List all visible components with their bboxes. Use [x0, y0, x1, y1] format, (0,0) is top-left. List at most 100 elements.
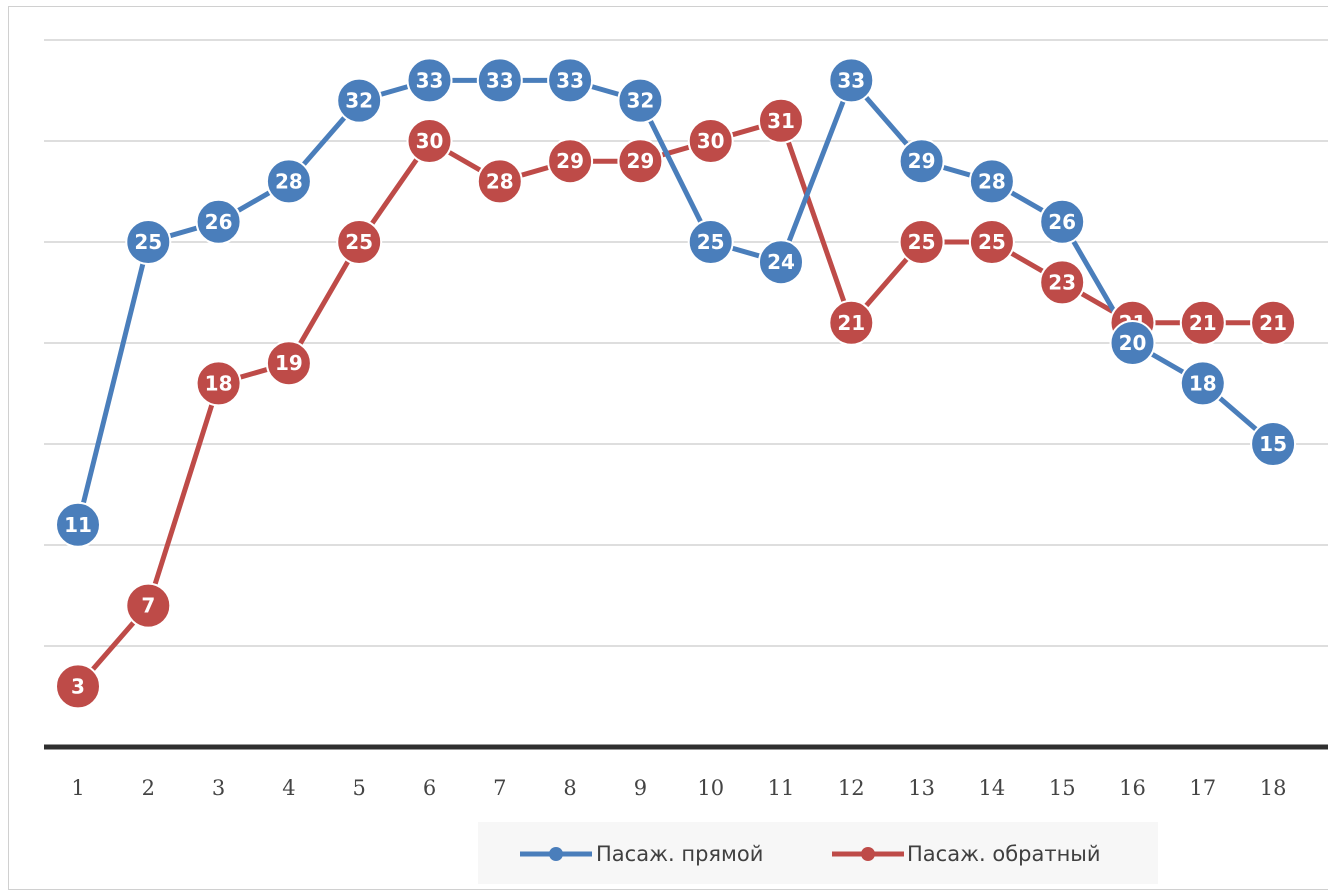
data-marker: [828, 57, 875, 104]
data-point-series-2: 30: [687, 118, 734, 164]
data-marker: [55, 501, 101, 548]
x-axis-ticks: 1 2 3 4 5 6 7 8 9 10 11 12 13 14 15 16 17 18: [71, 776, 1286, 800]
x-tick-label: 1: [71, 776, 84, 800]
data-point-series-2: 21: [828, 299, 875, 346]
data-marker: [617, 77, 664, 124]
data-point-series-1: 33: [828, 57, 875, 104]
x-tick-label: 14: [979, 776, 1006, 800]
data-point-series-1: 25: [125, 219, 172, 265]
data-label: 3: [71, 674, 85, 698]
x-tick-label: 5: [353, 776, 366, 800]
data-point-series-2: 31: [758, 97, 804, 144]
data-point-series-2: 28: [476, 158, 523, 205]
data-point-series-1: 25: [687, 219, 734, 265]
data-marker: [195, 360, 242, 407]
data-point-series-2: 21: [1179, 299, 1226, 346]
legend-label-series-1: Пасаж. прямой: [596, 842, 763, 866]
data-label: 25: [697, 230, 725, 254]
data-label: 25: [908, 230, 936, 254]
data-label: 11: [64, 513, 92, 537]
x-tick-label: 12: [838, 776, 865, 800]
data-marker: [195, 198, 242, 245]
data-marker: [406, 118, 453, 164]
data-marker: [1250, 421, 1297, 467]
data-point-series-2: 7: [125, 582, 172, 629]
legend-item-series-1: Пасаж. прямой: [520, 842, 763, 866]
data-label: 28: [275, 169, 303, 193]
data-label: 33: [556, 68, 584, 92]
data-point-series-1: 15: [1250, 421, 1297, 467]
data-marker: [476, 158, 523, 205]
data-point-series-1: 11: [55, 501, 101, 548]
gridlines: [44, 39, 1328, 647]
data-marker: [758, 239, 804, 286]
data-label: 33: [416, 68, 444, 92]
data-label: 32: [345, 89, 373, 113]
data-marker: [1179, 299, 1226, 346]
data-marker: [968, 219, 1015, 265]
data-label: 28: [978, 169, 1006, 193]
data-label: 21: [1189, 311, 1217, 335]
data-marker: [547, 57, 594, 104]
data-label: 26: [1048, 210, 1076, 234]
data-marker: [125, 219, 172, 265]
data-label: 26: [205, 210, 233, 234]
data-point-series-1: 32: [617, 77, 664, 124]
x-tick-label: 16: [1119, 776, 1146, 800]
data-label: 31: [767, 109, 795, 133]
data-label: 33: [837, 68, 865, 92]
x-tick-label: 11: [768, 776, 795, 800]
data-point-series-1: 28: [265, 158, 312, 205]
legend-item-series-2: Пасаж. обратный: [832, 842, 1101, 866]
data-point-series-1: 26: [1039, 198, 1086, 245]
data-label: 19: [275, 351, 303, 375]
data-marker: [406, 57, 453, 104]
x-tick-label: 7: [493, 776, 506, 800]
series-layer: 3718192530282929303121252523212121112526…: [55, 57, 1297, 710]
legend-marker-series-1: [549, 847, 563, 861]
data-point-series-2: 25: [336, 219, 383, 265]
data-marker: [1250, 299, 1297, 346]
data-label: 23: [1048, 270, 1076, 294]
data-label: 25: [134, 230, 162, 254]
data-marker: [547, 138, 594, 185]
data-marker: [265, 158, 312, 205]
data-marker: [336, 77, 383, 124]
data-label: 30: [416, 129, 444, 153]
data-label: 18: [205, 371, 233, 395]
data-point-series-2: 25: [968, 219, 1015, 265]
data-point-series-1: 26: [195, 198, 242, 245]
x-tick-label: 4: [282, 776, 295, 800]
data-label: 21: [1259, 311, 1287, 335]
x-tick-label: 9: [634, 776, 647, 800]
x-tick-label: 15: [1049, 776, 1076, 800]
data-point-series-1: 29: [898, 138, 945, 185]
data-marker: [687, 219, 734, 265]
data-label: 32: [626, 89, 654, 113]
data-label: 28: [486, 169, 514, 193]
data-marker: [1179, 360, 1226, 407]
x-tick-label: 13: [908, 776, 935, 800]
x-tick-label: 2: [142, 776, 155, 800]
data-marker: [687, 118, 734, 164]
data-marker: [55, 663, 101, 710]
data-label: 7: [141, 594, 155, 618]
data-marker: [125, 582, 172, 629]
data-marker: [898, 219, 945, 265]
data-marker: [758, 97, 804, 144]
data-label: 25: [978, 230, 1006, 254]
data-point-series-2: 21: [1250, 299, 1297, 346]
data-marker: [1039, 198, 1086, 245]
x-tick-label: 17: [1189, 776, 1216, 800]
data-label: 20: [1119, 331, 1147, 355]
x-tick-label: 6: [423, 776, 436, 800]
data-marker: [898, 138, 945, 185]
data-point-series-2: 29: [617, 138, 664, 185]
data-point-series-2: 30: [406, 118, 453, 164]
data-point-series-2: 25: [898, 219, 945, 265]
legend: Пасаж. прямой Пасаж. обратный: [478, 822, 1158, 884]
data-point-series-1: 18: [1179, 360, 1226, 407]
x-tick-label: 3: [212, 776, 225, 800]
data-point-series-1: 33: [406, 57, 453, 104]
